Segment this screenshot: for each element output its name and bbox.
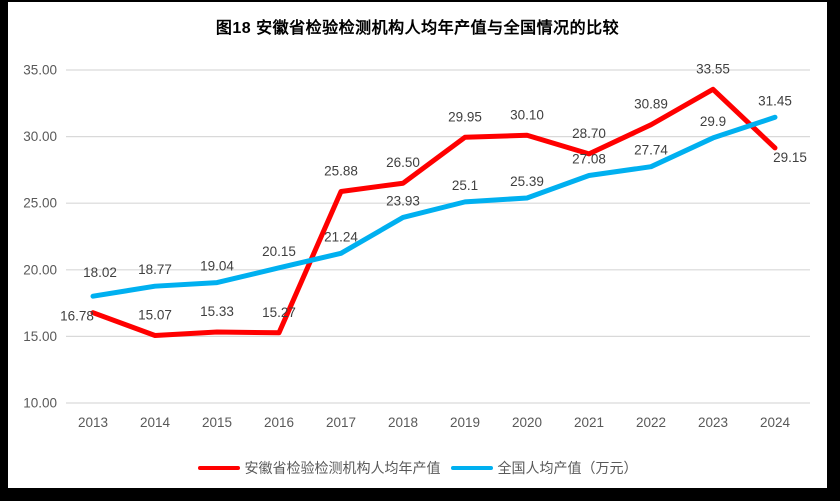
data-label-s1: 21.24 (324, 229, 358, 244)
chart-title: 图18 安徽省检验检测机构人均年产值与全国情况的比较 (215, 20, 620, 37)
y-tick-label: 30.00 (23, 129, 57, 144)
legend-line-red-icon (197, 466, 240, 470)
data-label-s1: 18.77 (138, 262, 172, 277)
x-tick-label[interactable]: 2014 (140, 415, 171, 430)
data-label-s0: 30.10 (510, 107, 544, 122)
data-label-s1: 23.93 (386, 193, 420, 208)
data-label-s0: 26.50 (386, 155, 420, 170)
data-label-s1: 31.45 (758, 93, 792, 108)
x-tick-label[interactable]: 2016 (264, 415, 294, 430)
data-label-s0: 30.89 (634, 97, 668, 112)
data-label-s1: 25.39 (510, 174, 544, 189)
legend-label-national: 全国人均产值（万元） (497, 460, 638, 476)
data-label-s1: 27.74 (634, 143, 668, 158)
data-label-s1: 27.08 (572, 151, 606, 166)
legend-item-anhui[interactable]: 安徽省检验检测机构人均年产值 (197, 458, 441, 478)
data-label-s0: 15.33 (200, 304, 234, 319)
series-line-0[interactable] (90, 86, 778, 338)
x-tick-label[interactable]: 2019 (450, 415, 480, 430)
legend: 安徽省检验检测机构人均年产值 全国人均产值（万元） (8, 456, 827, 480)
x-tick-label[interactable]: 2015 (202, 415, 232, 430)
legend-line-blue-icon (450, 466, 493, 470)
y-tick-label: 25.00 (23, 196, 57, 211)
chart-panel (8, 2, 827, 488)
data-label-s0: 29.15 (773, 150, 807, 165)
x-tick-label[interactable]: 2022 (636, 415, 666, 430)
series-line-1[interactable] (90, 114, 778, 299)
data-label-s0: 33.55 (696, 61, 730, 76)
data-label-s0: 25.88 (324, 163, 358, 178)
x-tick-label[interactable]: 2018 (388, 415, 418, 430)
x-tick-label[interactable]: 2024 (760, 415, 791, 430)
data-label-s1: 19.04 (200, 259, 234, 274)
y-tick-label: 35.00 (23, 63, 57, 78)
data-label-s0: 29.95 (448, 109, 482, 124)
legend-item-national[interactable]: 全国人均产值（万元） (450, 458, 638, 478)
x-tick-label[interactable]: 2021 (574, 415, 604, 430)
y-tick-label: 15.00 (23, 329, 57, 344)
data-label-s0: 15.27 (262, 305, 296, 320)
x-tick-label[interactable]: 2020 (512, 415, 542, 430)
data-label-s1: 29.9 (700, 114, 726, 129)
y-tick-label: 20.00 (23, 262, 57, 277)
x-tick-label[interactable]: 2017 (326, 415, 356, 430)
y-tick-label: 10.00 (23, 396, 57, 411)
x-tick-label[interactable]: 2023 (698, 415, 728, 430)
data-label-s1: 18.02 (83, 265, 117, 280)
x-tick-label[interactable]: 2013 (78, 415, 108, 430)
data-label-s1: 20.15 (262, 244, 296, 259)
legend-label-anhui: 安徽省检验检测机构人均年产值 (244, 460, 441, 476)
data-label-s0: 16.78 (60, 309, 94, 324)
data-label-s0: 28.70 (572, 126, 606, 141)
data-label-s1: 25.1 (452, 178, 478, 193)
data-label-s0: 15.07 (138, 307, 172, 322)
